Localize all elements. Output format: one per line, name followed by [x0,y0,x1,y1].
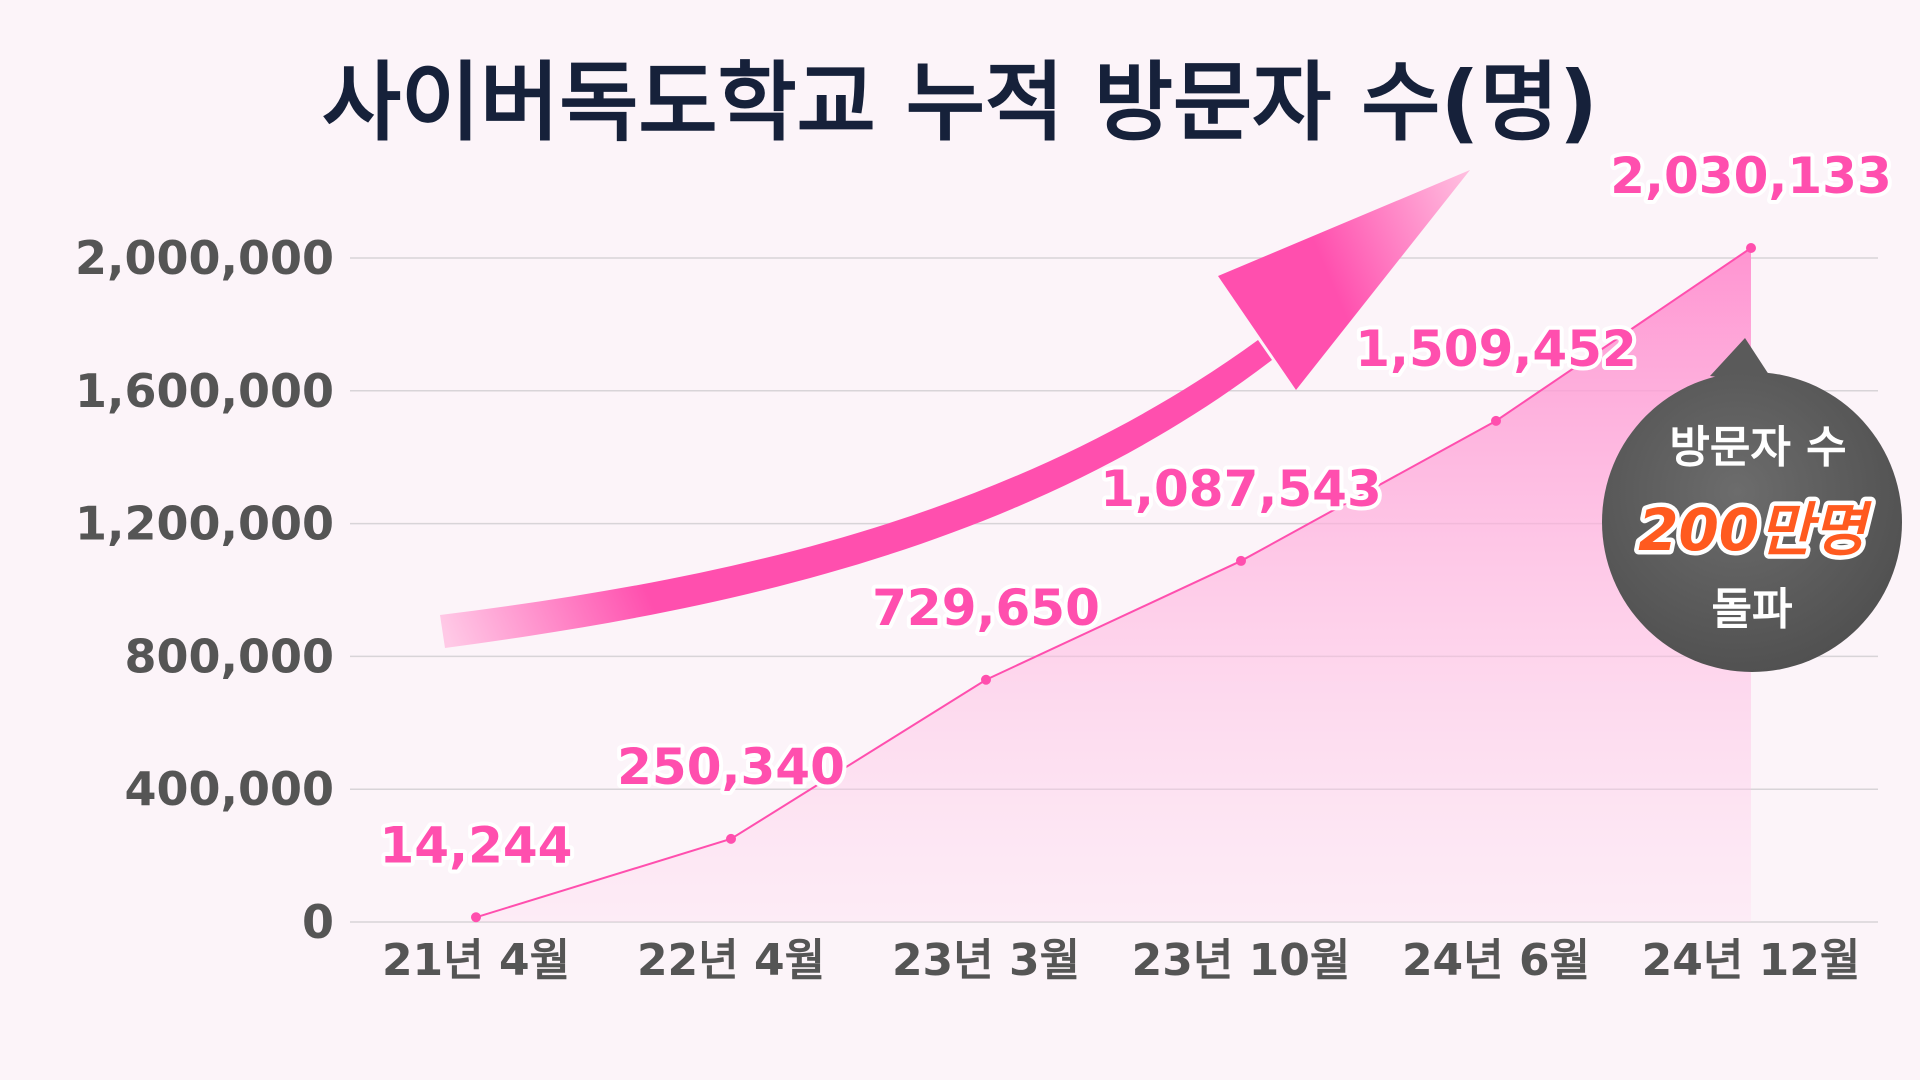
y-axis-ticks: 0 400,000 800,000 1,200,000 1,600,000 2,000,0… [75,231,334,949]
data-point [471,912,481,923]
data-point [726,833,736,844]
series-points-layer [471,242,1756,923]
y-tick-label: 1,200,000 [75,497,334,551]
data-point [1236,555,1246,566]
series-line-layer [475,247,1752,919]
data-point [981,674,991,685]
badge-line-2: 200만명 [1638,496,1872,564]
chart-title: 사이버독도학교 누적 방문자 수(명) [322,53,1598,153]
y-tick-label: 0 [302,895,334,949]
area-fill-layer [476,247,1751,922]
data-label: 250,340 [617,738,845,796]
badge-line-3: 돌파 [1712,584,1793,635]
x-tick-label: 24년 12월 [1642,935,1861,986]
data-point [1491,415,1501,426]
y-tick-label: 400,000 [124,762,334,816]
trend-up-arrow-icon [440,170,1470,648]
x-tick-label: 23년 10월 [1132,935,1351,986]
y-tick-label: 800,000 [124,629,334,683]
badge-line-1: 방문자 수 [1669,422,1846,473]
data-label: 1,087,543 [1100,460,1382,518]
data-label: 2,030,133 [1610,147,1892,205]
series-line [475,247,1752,919]
data-label: 1,509,452 [1355,320,1637,378]
milestone-badge: 방문자 수 200만명 돌파 [1602,338,1902,672]
data-label: 729,650 [872,579,1100,637]
x-tick-label: 24년 6월 [1402,935,1590,986]
x-tick-label: 23년 3월 [892,935,1080,986]
y-tick-label: 2,000,000 [75,231,334,285]
y-tick-label: 1,600,000 [75,364,334,418]
x-tick-label: 21년 4월 [382,935,570,986]
data-point [1746,242,1756,253]
x-axis-ticks: 21년 4월 22년 4월 23년 3월 23년 10월 24년 6월 24년 12월 [382,935,1860,986]
area-fill [476,247,1751,922]
x-tick-label: 22년 4월 [637,935,825,986]
data-labels-layer: 14,244 250,340 729,650 1,087,543 1,509,452 2,… [376,143,1896,878]
data-label: 14,244 [380,816,573,874]
